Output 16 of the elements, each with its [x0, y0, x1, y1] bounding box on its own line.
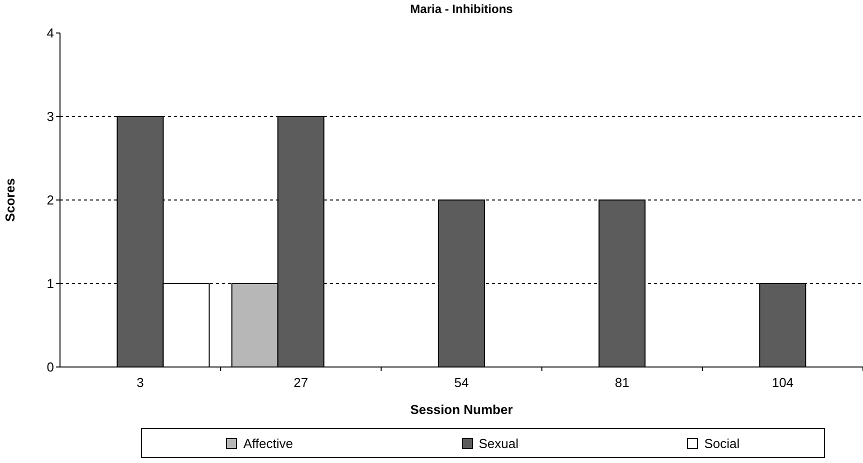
x-axis-title: Session Number — [409, 402, 514, 417]
x-tick-label: 3 — [136, 375, 144, 390]
y-tick-label: 1 — [46, 276, 54, 292]
y-tick-label: 2 — [46, 192, 54, 208]
y-tick-label: 0 — [46, 360, 54, 375]
x-tick-label: 54 — [454, 375, 469, 390]
legend-label: Affective — [243, 436, 293, 450]
legend-label: Social — [704, 436, 740, 450]
x-tick-label: 27 — [294, 375, 308, 390]
legend-label: Sexual — [478, 436, 518, 450]
x-tick-label: 104 — [772, 375, 794, 390]
x-tick-label: 81 — [614, 375, 630, 390]
y-axis-title: Scores — [2, 178, 18, 222]
chart-title: Maria - Inhibitions — [409, 2, 514, 16]
y-tick-label: 4 — [46, 26, 54, 41]
y-tick-label: 3 — [46, 109, 54, 124]
